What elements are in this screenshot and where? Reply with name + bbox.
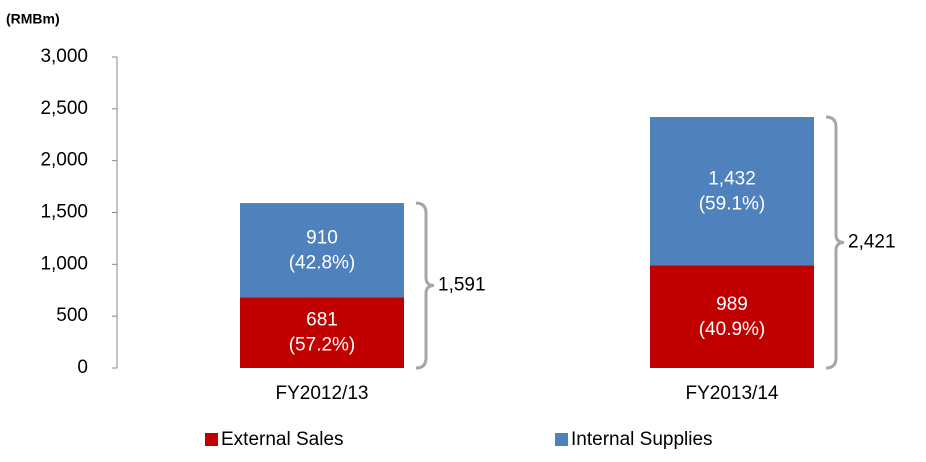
y-tick-label: 1,000 <box>40 253 88 274</box>
total-brace <box>825 115 845 370</box>
bar-segment <box>650 265 814 368</box>
value-label: 910 <box>306 227 338 248</box>
total-label: 2,421 <box>848 232 896 253</box>
legend-label: Internal Supplies <box>571 429 713 450</box>
total-brace <box>415 201 435 370</box>
y-tick-label: 1,500 <box>40 202 88 223</box>
legend-label: External Sales <box>221 429 344 450</box>
bar-segment <box>240 203 404 298</box>
x-tick-label: FY2013/14 <box>686 383 779 404</box>
total-label: 1,591 <box>438 275 486 296</box>
percent-label: (42.8%) <box>289 252 356 273</box>
y-tick-label: 2,500 <box>40 98 88 119</box>
percent-label: (40.9%) <box>699 319 766 340</box>
legend-swatch <box>205 433 218 446</box>
y-tick-label: 500 <box>56 305 88 326</box>
x-tick-label: FY2012/13 <box>276 383 369 404</box>
y-tick-label: 3,000 <box>40 46 88 67</box>
y-unit-label: (RMBm) <box>6 11 60 27</box>
value-label: 681 <box>306 310 338 331</box>
y-tick-label: 0 <box>77 357 88 378</box>
percent-label: (57.2%) <box>289 335 356 356</box>
value-label: 989 <box>716 294 748 315</box>
bar-segment <box>650 117 814 266</box>
y-tick-label: 2,000 <box>40 150 88 171</box>
legend-swatch <box>555 433 568 446</box>
value-label: 1,432 <box>708 168 756 189</box>
bar-segment <box>240 297 404 368</box>
percent-label: (59.1%) <box>699 193 766 214</box>
